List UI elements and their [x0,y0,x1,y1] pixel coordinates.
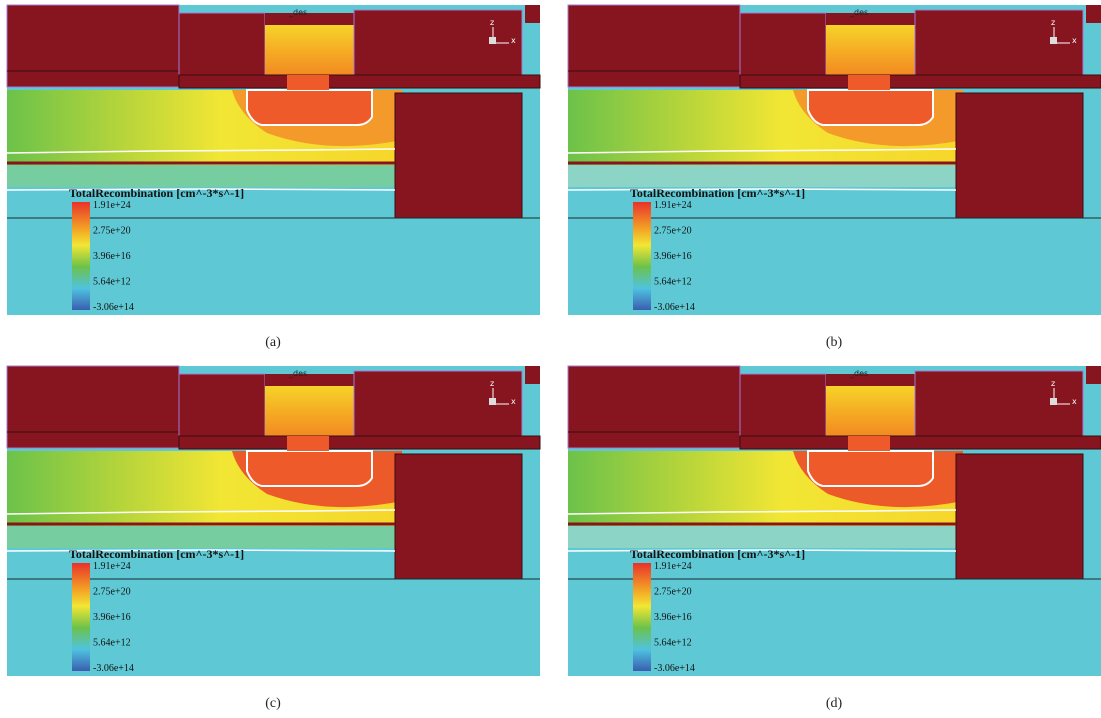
bar [740,436,1101,449]
block-corner [525,5,540,23]
legend-title: TotalRecombination [cm^-3*s^-1] [630,186,805,200]
contact [287,75,329,90]
core [247,90,372,125]
axis-glyph [489,37,496,44]
core [808,90,933,125]
legend-title: TotalRecombination [cm^-3*s^-1] [630,547,805,561]
block-corner [1086,366,1101,384]
block-drain [395,93,522,218]
bar [179,75,540,88]
legend-label: 5.64e+12 [654,638,692,649]
axis-label: x [511,36,516,45]
axis-label: x [1072,397,1077,406]
legend-label: 1.91e+24 [654,561,692,572]
color-bar [72,563,90,671]
legend-label: 1.91e+24 [93,200,131,211]
caption: (d) [826,696,843,711]
gate-top [826,374,915,386]
axis-glyph [1050,37,1057,44]
contact [848,75,890,90]
block-corner [525,366,540,384]
color-bar [72,202,90,310]
axis-glyph [489,398,496,405]
block-drain [956,454,1083,579]
legend-label: 2.75e+20 [93,226,131,237]
bar [179,436,540,449]
legend-label: 5.64e+12 [654,277,692,288]
block-drain [956,93,1083,218]
legend-label: -3.06e+14 [654,302,695,313]
legend-label: 3.96e+16 [93,251,131,262]
lower-field [7,526,397,548]
contact [848,436,890,451]
lower-field [568,165,958,187]
legend-label: 2.75e+20 [93,587,131,598]
block-drain [395,454,522,579]
axis-label: x [1072,36,1077,45]
axis-label: z [490,18,494,27]
block-left [7,366,179,448]
file-label: _des [849,369,868,378]
legend-title: TotalRecombination [cm^-3*s^-1] [69,186,244,200]
legend-label: 3.96e+16 [93,612,131,623]
core [247,451,372,486]
legend-label: 1.91e+24 [654,200,692,211]
caption: (a) [265,335,281,350]
file-label: _des [288,8,307,17]
block-left [7,5,179,87]
legend-label: 3.96e+16 [654,251,692,262]
legend-label: -3.06e+14 [93,302,134,313]
legend-label: 5.64e+12 [93,277,131,288]
axis-label: z [1051,18,1055,27]
axis-label: x [511,397,516,406]
axis-label: z [1051,379,1055,388]
legend-label: -3.06e+14 [93,663,134,674]
lower-field [568,526,958,548]
page: _deszxTotalRecombination [cm^-3*s^-1]1.9… [0,0,1101,718]
caption: (b) [826,335,843,350]
legend-label: 3.96e+16 [654,612,692,623]
color-bar [633,563,651,671]
contact [287,436,329,451]
gate-top [826,13,915,25]
color-bar [633,202,651,310]
legend-label: 5.64e+12 [93,638,131,649]
axis-glyph [1050,398,1057,405]
legend-label: -3.06e+14 [654,663,695,674]
core [808,451,933,486]
file-label: _des [288,369,307,378]
file-label: _des [849,8,868,17]
legend-label: 2.75e+20 [654,226,692,237]
legend-label: 2.75e+20 [654,587,692,598]
caption: (c) [265,696,281,711]
block-left [568,5,740,87]
lower-field [7,165,397,187]
gate-top [265,374,354,386]
legend-title: TotalRecombination [cm^-3*s^-1] [69,547,244,561]
gate-top [265,13,354,25]
block-corner [1086,5,1101,23]
bar [740,75,1101,88]
legend-label: 1.91e+24 [93,561,131,572]
axis-label: z [490,379,494,388]
figure: _deszxTotalRecombination [cm^-3*s^-1]1.9… [0,0,1101,718]
block-left [568,366,740,448]
